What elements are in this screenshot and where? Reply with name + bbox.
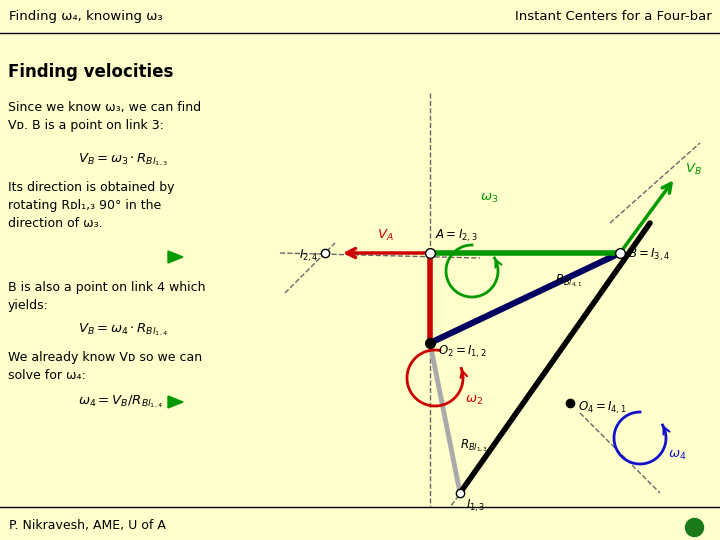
- Text: Instant Centers for a Four-bar: Instant Centers for a Four-bar: [515, 10, 711, 23]
- Text: B is also a point on link 4 which
yields:: B is also a point on link 4 which yields…: [8, 281, 205, 312]
- Text: $O_4=I_{4,1}$: $O_4=I_{4,1}$: [578, 400, 626, 416]
- Text: Its direction is obtained by
rotating Rᴅl₁,₃ 90° in the
direction of ω₃.: Its direction is obtained by rotating Rᴅ…: [8, 181, 174, 230]
- Text: We already know Vᴅ so we can
solve for ω₄:: We already know Vᴅ so we can solve for ω…: [8, 351, 202, 382]
- Text: $\omega_3$: $\omega_3$: [480, 192, 498, 205]
- Text: $B = I_{3,4}$: $B = I_{3,4}$: [628, 247, 670, 263]
- Polygon shape: [168, 396, 183, 408]
- Text: $I_{1,3}$: $I_{1,3}$: [466, 498, 485, 514]
- Text: Finding ω₄, knowing ω₃: Finding ω₄, knowing ω₃: [9, 10, 162, 23]
- Text: $V_B = \omega_4 \cdot R_{Bl_{1,4}}$: $V_B = \omega_4 \cdot R_{Bl_{1,4}}$: [78, 321, 168, 338]
- Text: $R_{Bl_{4,1}}$: $R_{Bl_{4,1}}$: [555, 272, 582, 289]
- Text: $V_B = \omega_3 \cdot R_{Bl_{1,3}}$: $V_B = \omega_3 \cdot R_{Bl_{1,3}}$: [78, 151, 168, 167]
- Polygon shape: [168, 251, 183, 263]
- Text: $\omega_2$: $\omega_2$: [465, 394, 483, 407]
- Text: $\omega_4 = V_B/R_{Bl_{1,4}}$: $\omega_4 = V_B/R_{Bl_{1,4}}$: [78, 393, 163, 409]
- Text: $\omega_4$: $\omega_4$: [668, 449, 686, 462]
- Text: Since we know ω₃, we can find
Vᴅ. B is a point on link 3:: Since we know ω₃, we can find Vᴅ. B is a…: [8, 101, 201, 132]
- Text: $V_B$: $V_B$: [685, 162, 702, 177]
- Text: P. Nikravesh, AME, U of A: P. Nikravesh, AME, U of A: [9, 518, 166, 532]
- Text: $A = I_{2,3}$: $A = I_{2,3}$: [435, 228, 477, 244]
- Text: $I_{2,4}$: $I_{2,4}$: [300, 248, 319, 264]
- Text: $V_A$: $V_A$: [377, 228, 393, 243]
- Text: Finding velocities: Finding velocities: [8, 63, 174, 81]
- Text: $O_2 = I_{1,2}$: $O_2 = I_{1,2}$: [438, 343, 487, 360]
- Text: $R_{Bl_{1,3}}$: $R_{Bl_{1,3}}$: [460, 437, 488, 454]
